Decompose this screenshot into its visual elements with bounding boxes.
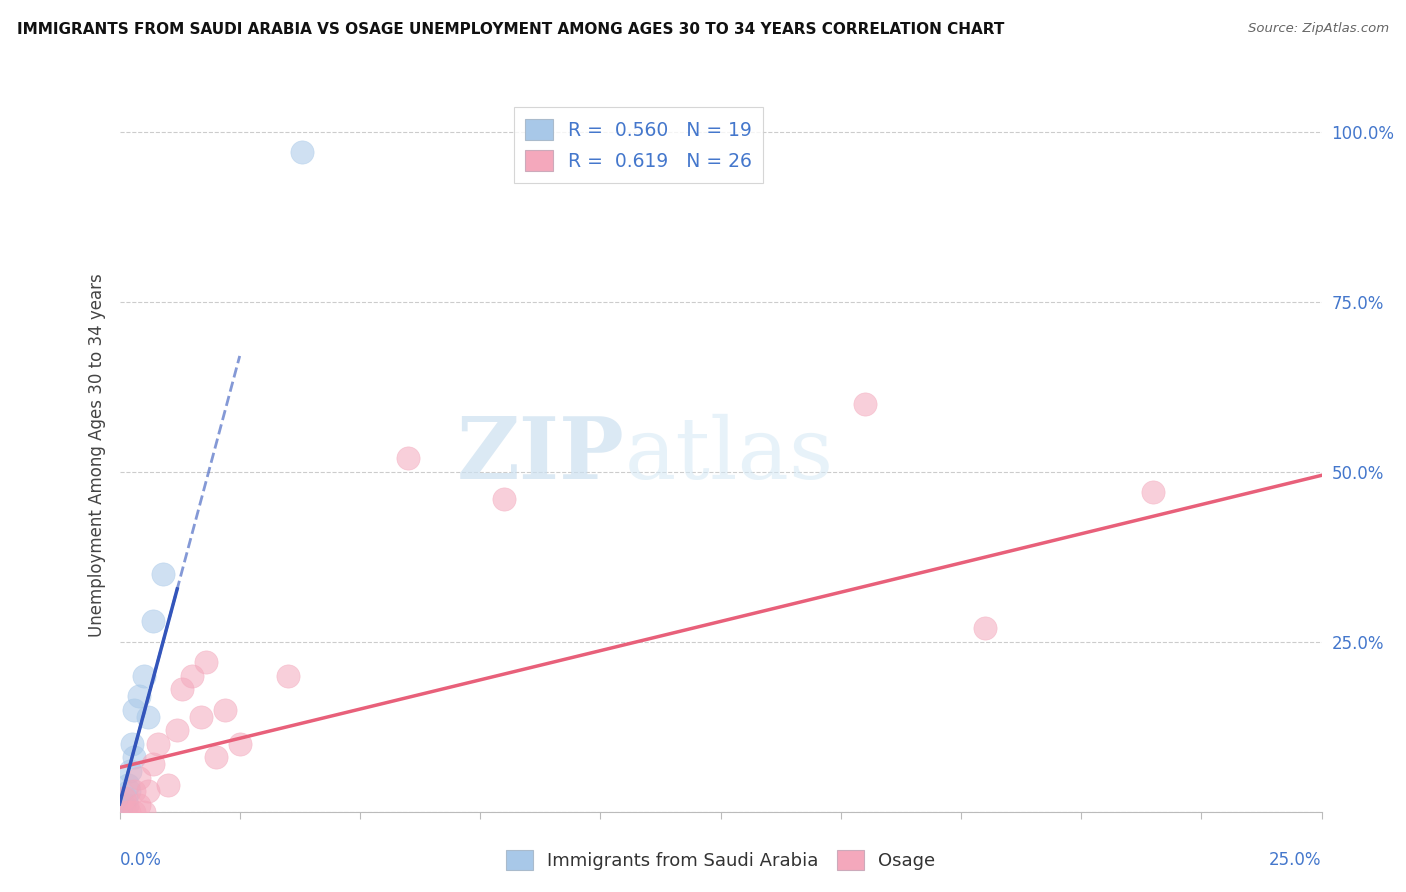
Point bbox=[122, 805, 145, 819]
Legend: Immigrants from Saudi Arabia, Osage: Immigrants from Saudi Arabia, Osage bbox=[499, 842, 942, 878]
Point bbox=[494, 492, 516, 507]
Point bbox=[277, 669, 299, 683]
Point bbox=[112, 805, 135, 819]
Point bbox=[122, 750, 145, 764]
Point bbox=[291, 145, 314, 160]
Point bbox=[118, 805, 141, 819]
Point bbox=[128, 771, 150, 785]
Point bbox=[122, 784, 145, 798]
Point bbox=[122, 703, 145, 717]
Point bbox=[112, 805, 135, 819]
Point bbox=[142, 615, 165, 629]
Point bbox=[138, 709, 160, 723]
Point bbox=[121, 737, 143, 751]
Point bbox=[396, 451, 419, 466]
Point bbox=[138, 784, 160, 798]
Point bbox=[115, 797, 138, 812]
Point bbox=[120, 764, 142, 778]
Point bbox=[142, 757, 165, 772]
Text: atlas: atlas bbox=[624, 413, 834, 497]
Point bbox=[112, 791, 135, 805]
Point bbox=[1142, 485, 1164, 500]
Text: ZIP: ZIP bbox=[457, 413, 624, 497]
Point bbox=[114, 791, 136, 805]
Text: Source: ZipAtlas.com: Source: ZipAtlas.com bbox=[1249, 22, 1389, 36]
Point bbox=[170, 682, 193, 697]
Point bbox=[180, 669, 202, 683]
Point bbox=[117, 778, 139, 792]
Point bbox=[166, 723, 188, 738]
Point bbox=[853, 397, 876, 411]
Text: 0.0%: 0.0% bbox=[120, 851, 162, 869]
Point bbox=[132, 805, 155, 819]
Point bbox=[195, 655, 218, 669]
Point bbox=[146, 737, 169, 751]
Point bbox=[974, 621, 997, 635]
Point bbox=[156, 778, 179, 792]
Point bbox=[190, 709, 212, 723]
Point bbox=[214, 703, 236, 717]
Point bbox=[111, 805, 134, 819]
Point bbox=[228, 737, 252, 751]
Text: IMMIGRANTS FROM SAUDI ARABIA VS OSAGE UNEMPLOYMENT AMONG AGES 30 TO 34 YEARS COR: IMMIGRANTS FROM SAUDI ARABIA VS OSAGE UN… bbox=[17, 22, 1004, 37]
Point bbox=[204, 750, 226, 764]
Point bbox=[118, 784, 141, 798]
Point bbox=[128, 689, 150, 703]
Point bbox=[128, 797, 150, 812]
Point bbox=[112, 797, 135, 812]
Point bbox=[152, 566, 174, 581]
Point bbox=[114, 805, 136, 819]
Point bbox=[132, 669, 155, 683]
Text: 25.0%: 25.0% bbox=[1270, 851, 1322, 869]
Y-axis label: Unemployment Among Ages 30 to 34 years: Unemployment Among Ages 30 to 34 years bbox=[87, 273, 105, 637]
Point bbox=[112, 805, 135, 819]
